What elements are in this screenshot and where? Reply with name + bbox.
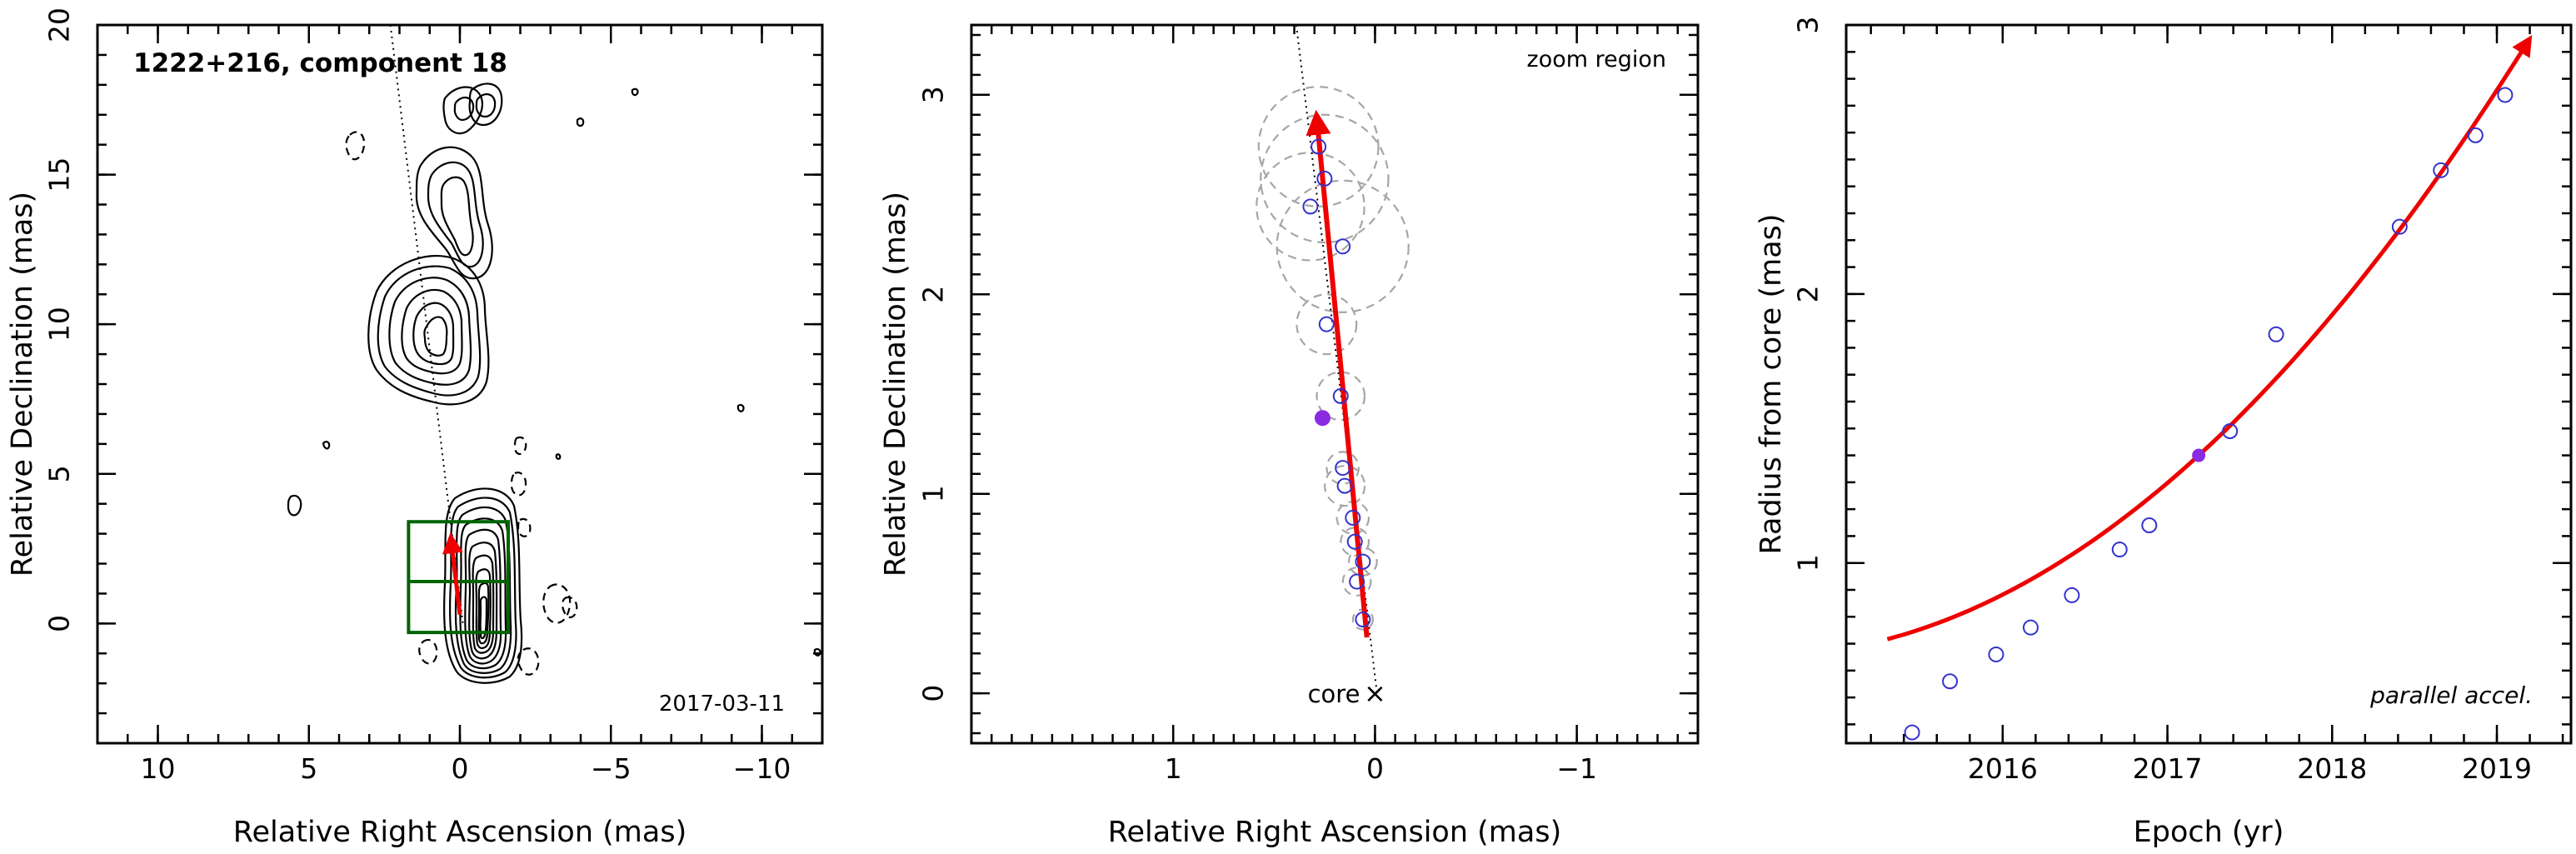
data-point <box>2268 326 2284 342</box>
component-size-circle <box>1257 86 1380 207</box>
x-tick-label: 2019 <box>2462 752 2532 785</box>
data-point <box>1904 724 1920 741</box>
panel-radius-vs-epoch: 2016 2017 2018 2019 1 2 3 parallel accel. Epoc… <box>1755 17 2573 849</box>
component-size-circles <box>1256 86 1410 631</box>
motion-arrow <box>1305 109 1370 638</box>
component-size-circle <box>1324 465 1366 507</box>
axis-ticks: 1 0 −1 0 1 2 3 <box>917 25 1698 785</box>
x-tick-label: 1 <box>1165 752 1182 785</box>
contour-map <box>287 82 821 684</box>
component-size-circle <box>1341 567 1372 597</box>
x-tick-label: −5 <box>591 752 632 785</box>
data-point <box>1335 460 1351 477</box>
x-tick-label: 2016 <box>1968 752 2038 785</box>
core-label: core <box>1308 680 1360 708</box>
data-point <box>2222 422 2239 439</box>
y-tick-label: 15 <box>43 157 76 192</box>
data-point <box>2141 517 2158 533</box>
panel-zoom-region: 1 0 −1 0 1 2 3 zoom region core × Relative Rig… <box>879 23 1700 849</box>
axis-ticks: 2016 2017 2018 2019 1 2 3 <box>1792 17 2571 785</box>
data-point <box>1355 612 1371 628</box>
x-tick-label: 5 <box>300 752 317 785</box>
x-tick-label: 10 <box>141 752 176 785</box>
x-tick-label: 2017 <box>2133 752 2203 785</box>
highlight-point <box>2192 448 2206 462</box>
data-point <box>2391 218 2408 235</box>
data-point <box>1355 553 1371 570</box>
data-point <box>1988 646 2004 662</box>
y-tick-label: 2 <box>917 286 950 303</box>
x-tick-label: 0 <box>452 752 469 785</box>
data-point <box>1942 673 1959 690</box>
x-axis-label: Epoch (yr) <box>2134 816 2284 849</box>
component-positions <box>1302 138 1371 628</box>
plot-frame <box>970 23 1700 745</box>
data-point <box>1318 316 1335 332</box>
data-point <box>1310 138 1327 155</box>
data-point <box>1345 509 1361 526</box>
component-radii <box>1904 87 2514 741</box>
data-point <box>1316 170 1333 187</box>
core-marker: × <box>1364 677 1386 709</box>
zoom-box <box>407 520 510 635</box>
data-point <box>1349 573 1365 590</box>
y-tick-label: 20 <box>43 7 76 42</box>
data-point <box>1346 533 1363 550</box>
panel-title: zoom region <box>1527 47 1666 72</box>
fit-curve <box>1886 34 2533 642</box>
data-point <box>2111 542 2128 558</box>
data-point <box>1336 477 1353 494</box>
y-axis-label: Relative Declination (mas) <box>879 192 912 577</box>
panel-title: 1222+216, component 18 <box>133 48 507 78</box>
x-tick-label: 0 <box>1366 752 1384 785</box>
y-tick-label: 0 <box>43 615 76 632</box>
axis-ticks: 10 5 0 −5 −10 0 5 10 15 20 <box>43 7 822 785</box>
y-tick-label: 1 <box>917 485 950 502</box>
y-tick-label: 5 <box>43 465 76 482</box>
x-tick-label: −1 <box>1556 752 1597 785</box>
y-tick-label: 1 <box>1792 554 1825 572</box>
data-point <box>1302 198 1319 215</box>
y-tick-label: 2 <box>1792 285 1825 302</box>
component-size-circle <box>1340 527 1370 557</box>
x-axis-label: Relative Right Ascension (mas) <box>1108 816 1561 849</box>
data-point <box>2022 619 2039 636</box>
x-tick-label: 2018 <box>2297 752 2367 785</box>
component-size-circle <box>1315 371 1366 422</box>
x-axis-label: Relative Right Ascension (mas) <box>233 816 686 849</box>
component-size-circle <box>1256 152 1365 262</box>
motion-arrow <box>442 532 463 615</box>
date-label: 2017-03-11 <box>659 692 785 717</box>
dotted-jet-direction-line <box>389 24 464 624</box>
data-point <box>2467 127 2484 143</box>
data-point <box>1332 387 1349 404</box>
component-size-circle <box>1276 179 1410 313</box>
data-point <box>1335 238 1351 255</box>
data-point <box>2497 87 2514 103</box>
y-tick-label: 3 <box>1792 17 1825 34</box>
x-tick-label: −10 <box>733 752 791 785</box>
panel-contour-map: 10 5 0 −5 −10 0 5 10 15 20 1222+216, component 18… <box>6 7 824 849</box>
fit-annotation: parallel accel. <box>2369 682 2533 709</box>
data-point <box>2064 587 2080 603</box>
component-size-circle <box>1325 451 1360 485</box>
component-size-circle <box>1295 293 1358 356</box>
y-tick-label: 10 <box>43 307 76 342</box>
highlight-point <box>1314 410 1330 427</box>
zoom-box-outline <box>407 520 510 635</box>
y-tick-label: 0 <box>917 685 950 702</box>
data-point <box>2433 162 2449 178</box>
y-axis-label: Radius from core (mas) <box>1755 213 1788 554</box>
y-axis-label: Relative Declination (mas) <box>6 192 39 577</box>
y-tick-label: 3 <box>917 86 950 103</box>
plot-frame <box>1845 23 2573 745</box>
